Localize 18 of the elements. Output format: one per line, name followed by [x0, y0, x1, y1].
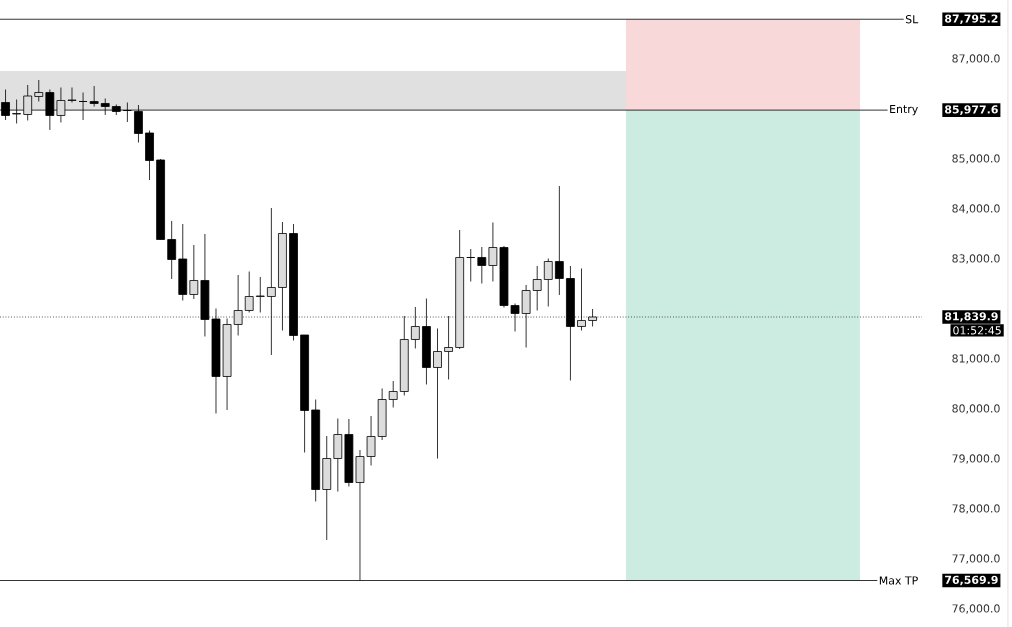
y-tick-label: 83,000.0: [952, 254, 1000, 264]
y-tick-label: 80,000.0: [952, 404, 1000, 414]
y-tick-label: 79,000.0: [952, 454, 1000, 464]
ref-line-label: Entry: [890, 104, 918, 116]
y-tick-label: 87,795.2: [945, 14, 998, 25]
y-tick-label: 85,977.6: [945, 105, 998, 115]
annotation: 01:52:45: [953, 326, 1001, 335]
y-tick-label: 87,000.0: [952, 54, 1000, 64]
ref-line-label: Max TP: [879, 576, 918, 585]
y-tick-label: 84,000.0: [952, 204, 1000, 214]
ref-line-label: SL: [905, 15, 919, 24]
y-tick-label: 76,569.9: [945, 575, 998, 586]
y-tick-label: 85,000.0: [952, 154, 1000, 164]
y-tick-label: 81,839.9: [945, 312, 998, 322]
y-tick-label: 76,000.0: [952, 604, 1000, 614]
y-tick-label: 77,000.0: [952, 554, 1000, 564]
y-tick-label: 78,000.0: [952, 504, 1000, 514]
y-tick-label: 81,000.0: [952, 354, 1000, 364]
